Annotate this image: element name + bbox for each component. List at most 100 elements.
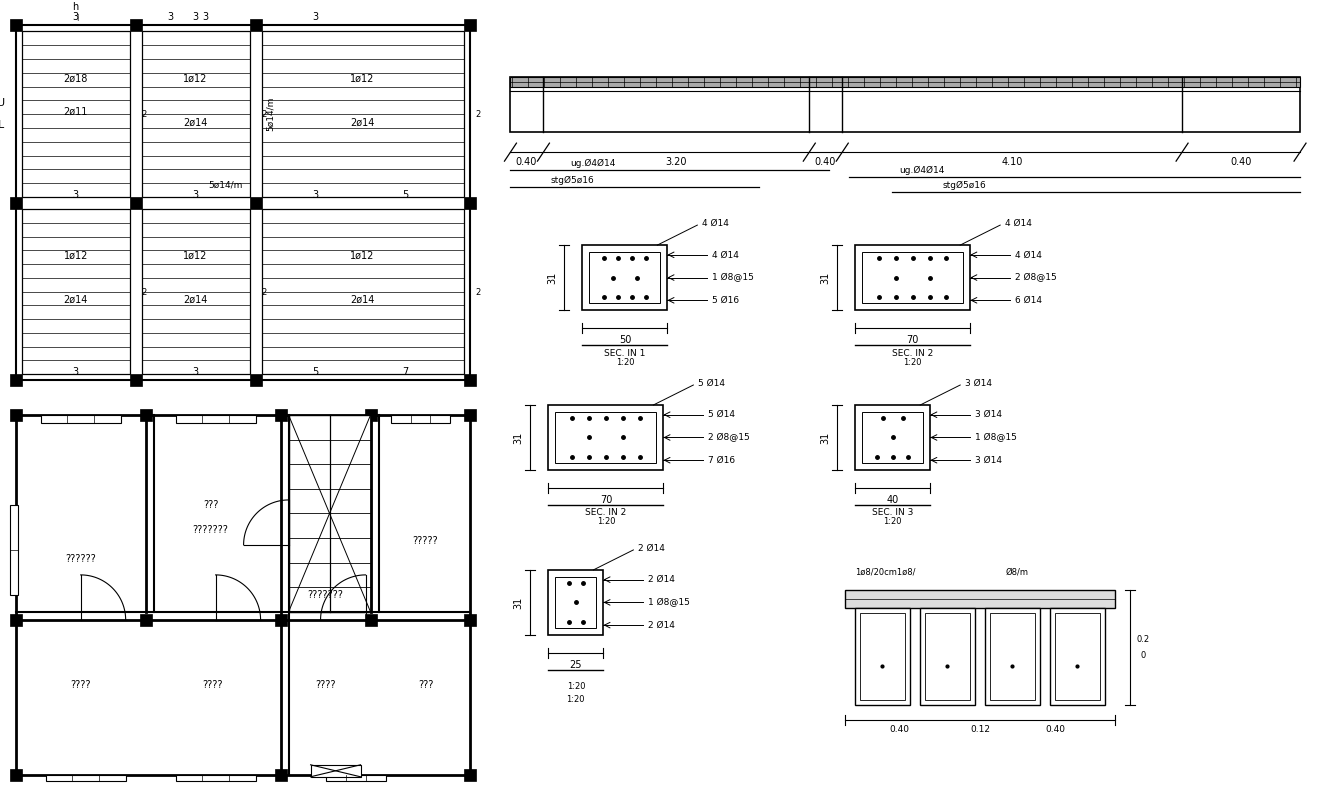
Text: 3: 3 (192, 12, 199, 22)
Bar (41, 415, 121, 423)
Text: 5ø14/m: 5ø14/m (267, 97, 275, 131)
Text: 3: 3 (312, 190, 319, 200)
Text: 4 Ø14: 4 Ø14 (1005, 218, 1032, 227)
Text: 1 Ø8@15: 1 Ø8@15 (976, 433, 1017, 442)
Text: 3: 3 (192, 190, 199, 200)
Text: 1 Ø8@15: 1 Ø8@15 (712, 273, 754, 282)
Bar (21, 31, 129, 197)
Text: 3: 3 (72, 190, 79, 200)
Text: 31: 31 (548, 271, 557, 284)
Bar (985, 608, 1040, 705)
Text: 4 Ø14: 4 Ø14 (1016, 250, 1042, 259)
Bar (860, 613, 905, 700)
Text: 1ø8/20cm1ø8/: 1ø8/20cm1ø8/ (856, 567, 916, 577)
Bar (464, 374, 476, 386)
Text: SEC. IN 2: SEC. IN 2 (585, 509, 627, 518)
Text: SEC. IN 2: SEC. IN 2 (892, 349, 933, 358)
Text: 2ø18: 2ø18 (64, 74, 88, 83)
Text: 3: 3 (72, 12, 79, 22)
Text: 3 Ø14: 3 Ø14 (976, 456, 1002, 465)
Text: 2: 2 (261, 287, 267, 297)
Bar (9, 769, 21, 781)
Text: ????: ???? (71, 680, 91, 690)
Text: 3: 3 (312, 12, 319, 22)
Bar (275, 614, 287, 626)
Text: 40: 40 (886, 495, 898, 505)
Bar (9, 409, 21, 421)
Text: 3 Ø14: 3 Ø14 (965, 378, 992, 387)
Text: ????: ???? (203, 680, 223, 690)
Text: 2: 2 (141, 287, 147, 297)
Text: 3.20: 3.20 (665, 157, 686, 167)
Text: 5 Ø14: 5 Ø14 (698, 378, 725, 387)
Bar (249, 197, 261, 209)
Bar (288, 415, 371, 612)
Text: 31: 31 (513, 596, 524, 609)
Text: 2ø14: 2ø14 (64, 295, 88, 305)
Text: 0.40: 0.40 (814, 157, 836, 167)
Text: ????: ???? (316, 680, 336, 690)
Text: SEC. IN 3: SEC. IN 3 (872, 509, 913, 518)
Text: ??????: ?????? (65, 554, 96, 564)
Bar (16, 415, 471, 774)
Text: 0: 0 (1141, 651, 1146, 660)
Bar (141, 31, 249, 197)
Text: 1:20: 1:20 (616, 358, 635, 366)
Text: 1:20: 1:20 (567, 682, 585, 691)
Bar (176, 774, 256, 781)
Bar (464, 614, 476, 626)
Text: 1ø12: 1ø12 (184, 74, 208, 83)
Bar (9, 197, 21, 209)
Text: 1:20: 1:20 (904, 358, 922, 366)
Text: 2 Ø14: 2 Ø14 (639, 543, 665, 553)
Text: 4 Ø14: 4 Ø14 (702, 218, 729, 227)
Bar (9, 19, 21, 31)
Text: 2 Ø14: 2 Ø14 (648, 621, 676, 630)
Text: 1 Ø8@15: 1 Ø8@15 (648, 598, 690, 607)
Bar (249, 374, 261, 386)
Bar (464, 197, 476, 209)
Text: 5: 5 (312, 367, 319, 377)
Text: 1:20: 1:20 (567, 695, 585, 704)
Bar (845, 590, 1116, 608)
Bar (920, 608, 976, 705)
Text: 1ø12: 1ø12 (351, 74, 375, 83)
Bar (141, 209, 249, 374)
Bar (16, 26, 471, 380)
Bar (364, 614, 376, 626)
Text: 4.10: 4.10 (1001, 157, 1022, 167)
Text: 5: 5 (403, 190, 409, 200)
Text: 2ø11: 2ø11 (64, 106, 88, 116)
Text: 1:20: 1:20 (597, 518, 615, 526)
Text: 5 Ø14: 5 Ø14 (708, 410, 736, 419)
Text: 2 Ø8@15: 2 Ø8@15 (708, 433, 750, 442)
Text: 5ø14/m: 5ø14/m (208, 181, 243, 190)
Bar (856, 405, 930, 470)
Text: 5 Ø16: 5 Ø16 (712, 296, 740, 305)
Text: ug.Ø4Ø14: ug.Ø4Ø14 (571, 158, 616, 168)
Text: 2: 2 (141, 110, 147, 118)
Text: 4 Ø14: 4 Ø14 (712, 250, 740, 259)
Text: 2ø14: 2ø14 (184, 295, 208, 305)
Text: L: L (0, 119, 4, 130)
Bar (1050, 608, 1105, 705)
Text: 0.40: 0.40 (516, 157, 537, 167)
Text: 0.40: 0.40 (889, 726, 909, 734)
Text: 7: 7 (403, 367, 409, 377)
Text: 0.40: 0.40 (1046, 726, 1066, 734)
Text: 1ø12: 1ø12 (351, 250, 375, 260)
Bar (925, 613, 970, 700)
Text: ???????: ??????? (308, 590, 344, 600)
Bar (862, 412, 924, 463)
Bar (548, 405, 664, 470)
Bar (261, 209, 464, 374)
Text: 31: 31 (513, 431, 524, 444)
Bar (556, 577, 596, 628)
Bar (21, 209, 129, 374)
Bar (249, 19, 261, 31)
Text: 7 Ø16: 7 Ø16 (708, 456, 736, 465)
Text: 3: 3 (203, 12, 209, 22)
Text: 2ø14: 2ø14 (184, 118, 208, 128)
Bar (589, 252, 660, 303)
Bar (464, 769, 476, 781)
